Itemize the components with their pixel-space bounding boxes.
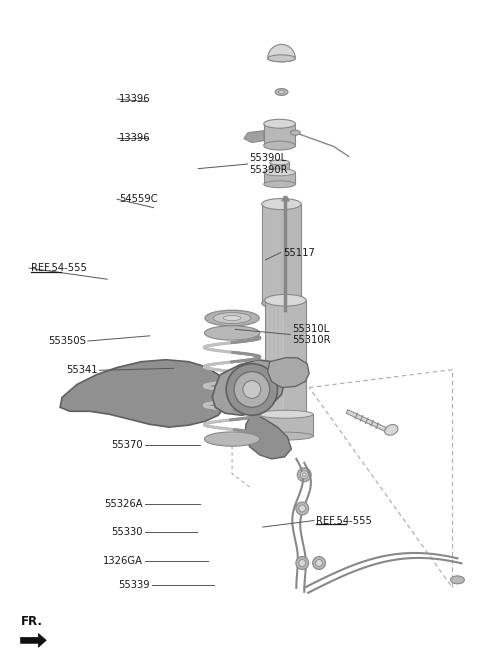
Text: 55310L
55310R: 55310L 55310R (292, 323, 331, 345)
Ellipse shape (296, 502, 309, 515)
Ellipse shape (223, 316, 241, 321)
Ellipse shape (290, 130, 300, 135)
Ellipse shape (264, 413, 306, 425)
Ellipse shape (299, 560, 306, 567)
Ellipse shape (262, 199, 301, 210)
Polygon shape (212, 359, 285, 415)
Ellipse shape (205, 310, 259, 326)
Ellipse shape (264, 119, 295, 128)
Ellipse shape (270, 170, 289, 174)
Ellipse shape (268, 55, 295, 62)
Text: 55117: 55117 (283, 247, 314, 258)
Ellipse shape (384, 424, 398, 435)
Ellipse shape (264, 181, 295, 188)
Polygon shape (244, 131, 264, 142)
Text: 1326GA: 1326GA (103, 556, 143, 566)
Text: FR.: FR. (21, 615, 43, 628)
Ellipse shape (451, 576, 464, 584)
Ellipse shape (316, 560, 323, 567)
Text: 13396: 13396 (119, 133, 151, 143)
Text: 55339: 55339 (118, 580, 150, 590)
Bar (264, 124, 295, 146)
Ellipse shape (275, 89, 288, 96)
Ellipse shape (213, 313, 251, 323)
Bar (264, 173, 295, 184)
Ellipse shape (297, 468, 311, 482)
Polygon shape (60, 359, 228, 427)
Ellipse shape (262, 298, 301, 309)
Ellipse shape (226, 363, 277, 415)
Ellipse shape (299, 505, 306, 512)
Ellipse shape (302, 473, 306, 477)
Ellipse shape (264, 141, 295, 150)
Ellipse shape (300, 471, 308, 479)
Text: 13396: 13396 (119, 94, 151, 104)
Text: 55330: 55330 (111, 527, 143, 537)
Ellipse shape (268, 55, 295, 62)
Text: 55350S: 55350S (48, 336, 86, 346)
Polygon shape (21, 634, 46, 647)
Text: REF.54-555: REF.54-555 (31, 263, 87, 273)
Bar (258, 414, 313, 436)
Ellipse shape (243, 380, 261, 398)
Bar (264, 300, 306, 419)
Text: 55341: 55341 (66, 365, 97, 375)
Ellipse shape (296, 556, 309, 569)
Bar (270, 163, 289, 173)
Polygon shape (268, 358, 309, 388)
Text: 55326A: 55326A (104, 499, 143, 508)
Ellipse shape (258, 410, 313, 419)
Ellipse shape (258, 432, 313, 440)
Polygon shape (245, 414, 291, 459)
Text: 54559C: 54559C (119, 194, 157, 204)
Ellipse shape (264, 169, 295, 176)
Ellipse shape (270, 160, 289, 165)
Text: 55370: 55370 (111, 440, 143, 450)
Ellipse shape (204, 326, 260, 340)
Ellipse shape (278, 91, 285, 94)
Ellipse shape (312, 556, 325, 569)
Bar (262, 204, 301, 303)
Ellipse shape (264, 295, 306, 306)
Ellipse shape (234, 372, 270, 407)
Wedge shape (268, 45, 295, 58)
Text: 55390L
55390R: 55390L 55390R (250, 154, 288, 175)
Polygon shape (281, 196, 289, 201)
Ellipse shape (204, 432, 260, 446)
Text: REF.54-555: REF.54-555 (316, 516, 372, 525)
